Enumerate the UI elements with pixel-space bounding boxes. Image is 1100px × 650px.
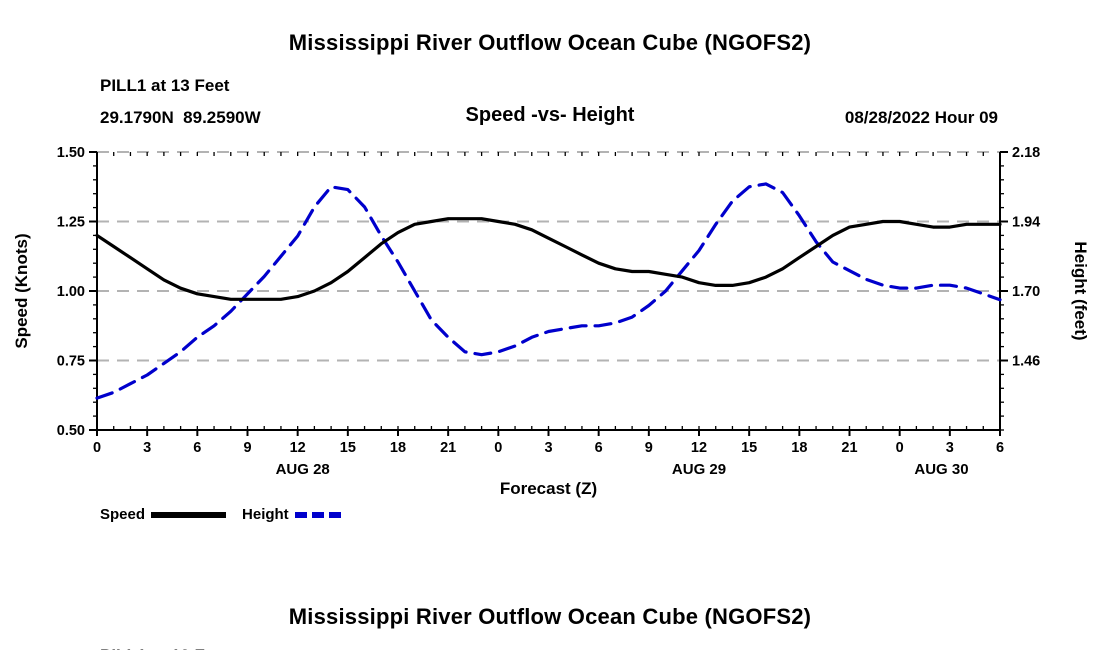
legend-height-swatch	[294, 511, 345, 518]
svg-text:1.00: 1.00	[57, 284, 85, 300]
svg-text:9: 9	[645, 440, 653, 456]
svg-text:3: 3	[946, 440, 954, 456]
svg-text:3: 3	[544, 440, 552, 456]
svg-text:AUG 30: AUG 30	[914, 461, 968, 478]
svg-text:0.50: 0.50	[57, 423, 85, 439]
svg-text:2.18: 2.18	[1012, 145, 1040, 161]
svg-text:6: 6	[595, 440, 603, 456]
y-axis-right-title: Height (feet)	[1071, 241, 1090, 341]
svg-text:1.70: 1.70	[1012, 284, 1040, 300]
legend-height-label: Height	[242, 506, 289, 523]
svg-text:15: 15	[340, 440, 356, 456]
svg-text:6: 6	[996, 440, 1004, 456]
station-coordinates-label: 29.1790N 89.2590W	[100, 108, 261, 127]
svg-text:1.46: 1.46	[1012, 354, 1040, 370]
svg-text:21: 21	[841, 440, 857, 456]
y-axis-left-title: Speed (Knots)	[12, 233, 31, 349]
svg-text:0.75: 0.75	[57, 354, 85, 370]
svg-text:18: 18	[390, 440, 406, 456]
svg-text:0: 0	[93, 440, 101, 456]
svg-text:0: 0	[494, 440, 502, 456]
gridlines	[97, 151, 1000, 362]
legend-speed-label: Speed	[100, 506, 146, 523]
chart-subtitle: Speed -vs- Height	[465, 104, 635, 126]
station-name-label: PILL1 at 13 Feet	[100, 76, 230, 95]
svg-text:12: 12	[691, 440, 707, 456]
axis-tick-labels: 0 3 6 9 12 15 18 21 0 3 6 9 12 15 18 21 0 3 6 AUG 28 AUG 29 A…	[57, 145, 1040, 478]
top-chart-title: Mississippi River Outflow Ocean Cube (NG…	[288, 30, 812, 55]
svg-text:1.94: 1.94	[1012, 215, 1040, 231]
svg-text:9: 9	[243, 440, 251, 456]
svg-text:1.25: 1.25	[57, 215, 85, 231]
forecast-datetime-label: 08/28/2022 Hour 09	[844, 108, 998, 127]
svg-text:12: 12	[290, 440, 306, 456]
svg-text:3: 3	[143, 440, 151, 456]
svg-text:18: 18	[791, 440, 807, 456]
svg-text:AUG 28: AUG 28	[276, 461, 330, 478]
series-line-height	[95, 182, 1002, 400]
next-chart-cropped-text: PILL1 at 13 Feet	[100, 646, 229, 650]
bottom-chart-title: Mississippi River Outflow Ocean Cube (NG…	[288, 604, 812, 629]
series-line-speed	[95, 217, 1002, 301]
svg-text:0: 0	[896, 440, 904, 456]
series-lines	[95, 182, 1002, 400]
x-axis-title: Forecast (Z)	[499, 479, 598, 498]
axis-ticks	[89, 151, 1008, 436]
svg-text:15: 15	[741, 440, 757, 456]
svg-text:AUG 29: AUG 29	[672, 461, 726, 478]
legend-speed-swatch	[151, 511, 227, 518]
svg-text:1.50: 1.50	[57, 145, 85, 161]
svg-text:6: 6	[193, 440, 201, 456]
legend: Speed Height	[100, 506, 361, 523]
svg-text:21: 21	[440, 440, 456, 456]
